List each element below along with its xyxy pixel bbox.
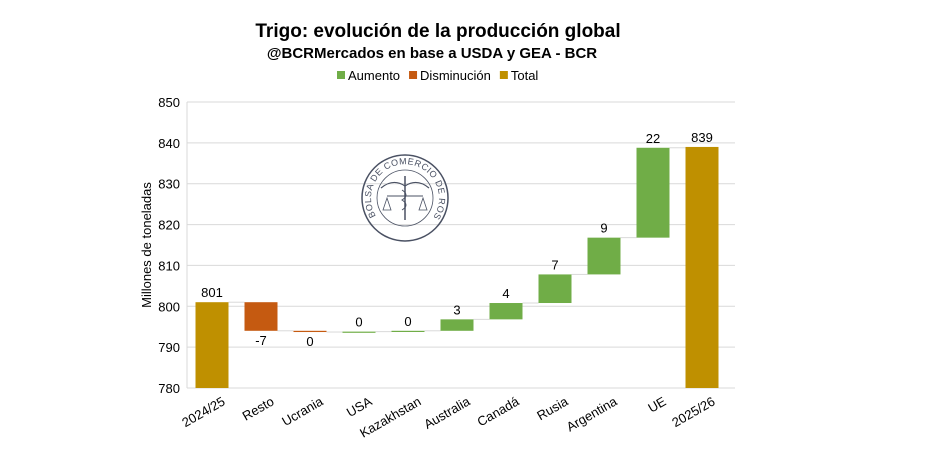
- bar-argentina: [587, 237, 621, 275]
- legend-label: Disminución: [420, 68, 491, 83]
- bar-ucrania: [293, 330, 327, 333]
- data-label: 839: [691, 130, 713, 145]
- legend-swatch: [409, 71, 418, 79]
- x-tick-label: 2025/26: [669, 394, 717, 430]
- bar-kazakhstan: [391, 330, 425, 332]
- y-tick-label: 800: [158, 299, 180, 314]
- data-label: 0: [306, 334, 313, 349]
- data-label: 0: [404, 314, 411, 329]
- bcr-logo-watermark: BOLSA DE COMERCIO DE ROSARIO: [361, 154, 449, 242]
- data-label: 7: [551, 257, 558, 272]
- x-tick-label: Australia: [421, 393, 473, 432]
- legend-label: Aumento: [348, 68, 400, 83]
- x-tick-label: USA: [344, 393, 375, 420]
- data-label: 22: [646, 131, 660, 146]
- y-tick-label: 780: [158, 381, 180, 396]
- bar-ue: [636, 147, 670, 238]
- data-label: 801: [201, 285, 223, 300]
- y-tick-label: 840: [158, 136, 180, 151]
- y-axis-tick-labels: 780 790 800 810 820 830 840 850: [158, 95, 180, 396]
- bar-2025/26: [685, 146, 719, 388]
- legend-swatch: [337, 71, 345, 79]
- data-label: 0: [355, 315, 362, 330]
- bar-australia: [440, 319, 474, 331]
- bar-resto: [244, 302, 278, 331]
- y-tick-label: 850: [158, 95, 180, 110]
- bar-2024/25: [195, 302, 229, 388]
- x-tick-label: Resto: [240, 394, 277, 424]
- gridlines: [186, 101, 735, 389]
- bar-usa: [342, 331, 376, 333]
- y-tick-label: 810: [158, 258, 180, 273]
- y-axis-label: Millones de toneladas: [139, 182, 154, 308]
- x-axis-tick-labels: 2024/25 Resto Ucrania USAKazakhstanAustrali…: [179, 393, 717, 440]
- x-tick-label: Rusia: [534, 393, 571, 423]
- bar-canadá: [489, 303, 523, 320]
- chart-subtitle: @BCRMercados en base a USDA y GEA - BCR: [267, 45, 597, 62]
- legend-swatch: [499, 71, 508, 79]
- data-label: -7: [255, 333, 267, 348]
- x-tick-label: 2024/25: [179, 394, 227, 430]
- legend: Aumento Disminución Total: [337, 68, 538, 83]
- x-tick-label: Canadá: [475, 393, 523, 429]
- bars: 801 -7 0 0 0 3 4 7 9 22 839: [195, 130, 719, 388]
- data-label: 3: [453, 302, 460, 317]
- x-tick-label: Ucrania: [279, 393, 326, 429]
- legend-label: Total: [511, 68, 539, 83]
- data-label: 9: [600, 221, 607, 236]
- y-tick-label: 830: [158, 177, 180, 192]
- x-tick-label: UE: [645, 393, 668, 415]
- x-tick-label: Argentina: [564, 393, 620, 434]
- y-tick-label: 820: [158, 218, 180, 233]
- chart-title: Trigo: evolución de la producción global: [255, 21, 620, 42]
- bar-rusia: [538, 274, 572, 304]
- y-tick-label: 790: [158, 340, 180, 355]
- data-label: 4: [502, 286, 509, 301]
